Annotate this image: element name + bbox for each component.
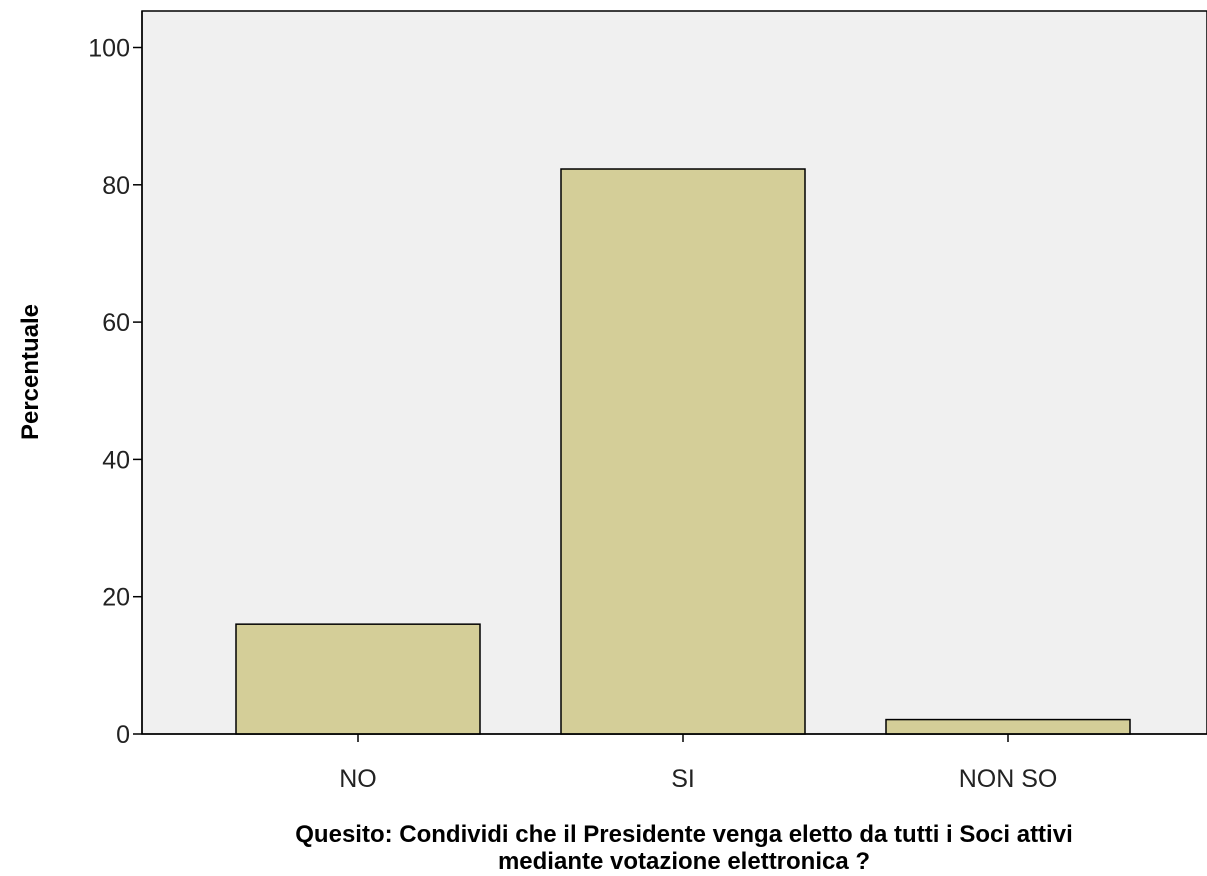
- y-tick-label: 0: [116, 721, 130, 749]
- bar-si: [560, 168, 806, 735]
- y-axis-title: Percentuale: [17, 304, 44, 440]
- x-axis: NO SI NON SO: [142, 733, 1207, 793]
- y-tick-label: 40: [102, 446, 130, 474]
- x-tick-label: SI: [671, 765, 695, 793]
- x-axis-title-line-2: mediante votazione elettronica ?: [498, 848, 870, 875]
- bar-non-so: [885, 718, 1131, 735]
- bar-no: [235, 623, 481, 735]
- y-tick-label: 60: [102, 309, 130, 337]
- y-tick-label: 80: [102, 172, 130, 200]
- y-axis: 0 20 40 60 80 100: [88, 11, 143, 749]
- x-axis-title-line-1: Quesito: Condividi che il Presidente ven…: [295, 821, 1072, 848]
- x-tick-label: NON SO: [959, 765, 1058, 793]
- y-tick-label: 20: [102, 584, 130, 612]
- y-tick-label: 100: [88, 35, 130, 63]
- x-tick-label: NO: [339, 765, 377, 793]
